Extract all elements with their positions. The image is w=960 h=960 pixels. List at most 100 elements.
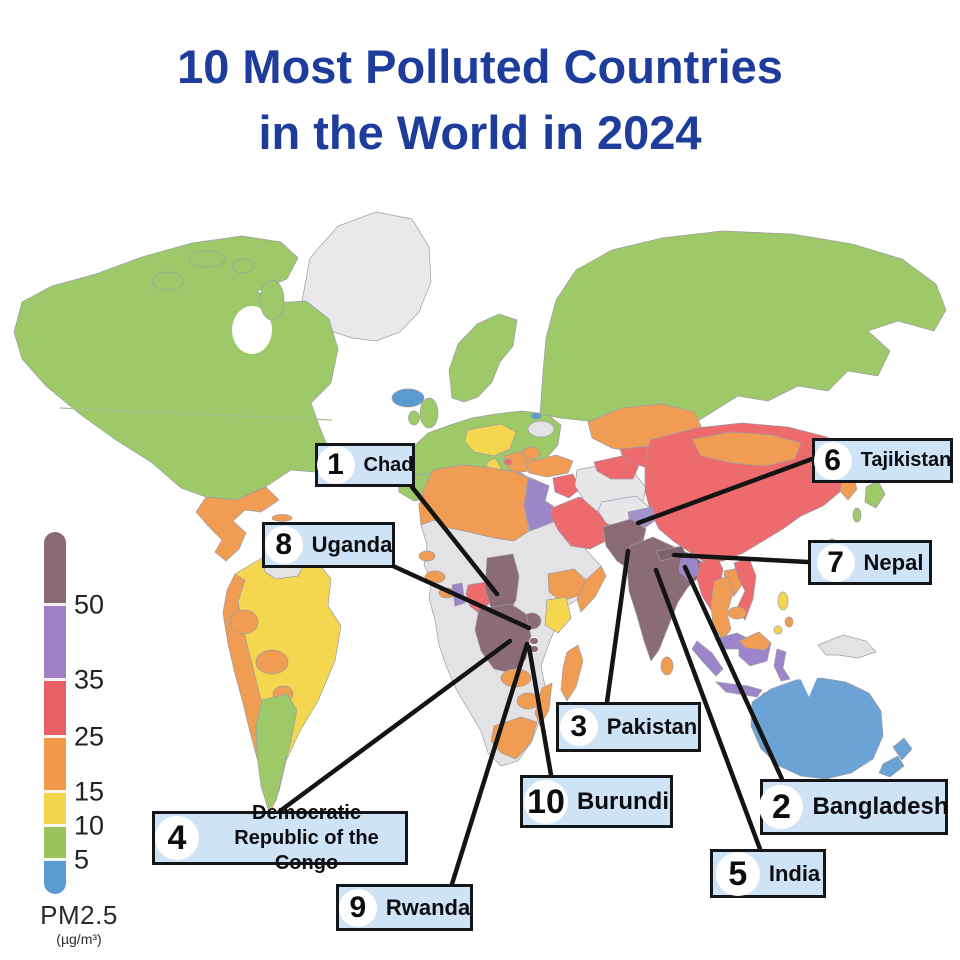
legend-tick-5: 5 [74, 844, 90, 875]
map-carpentaria-gulf [800, 678, 817, 697]
map-rwanda [529, 637, 539, 645]
line-uganda [390, 563, 532, 631]
rank-badge: 9 [338, 888, 377, 927]
rank-badge: 3 [559, 708, 598, 746]
map-new-zealand-north [892, 737, 913, 761]
map-scandinavia [448, 313, 518, 403]
map-philippines-visayas [773, 625, 783, 635]
line-tajikistan [635, 456, 815, 526]
map-philippines-mindanao [784, 616, 794, 628]
callout-uganda: 8 Uganda [262, 522, 395, 568]
callout-tajikistan: 6 Tajikistan [812, 438, 953, 483]
line-nepal [671, 552, 811, 565]
rank-badge: 6 [813, 441, 852, 480]
map-arctic-island [188, 250, 226, 268]
country-label: Tajikistan [860, 449, 952, 471]
legend-segment-red [44, 680, 66, 737]
legend-segment-orange [44, 737, 66, 792]
page-title: 10 Most Polluted Countries in the World … [0, 34, 960, 166]
legend-tick-10: 10 [74, 810, 105, 841]
legend-tick-mark [44, 824, 66, 827]
map-argentina [255, 693, 298, 810]
country-label: Pakistan [606, 714, 698, 739]
map-japan-south [852, 507, 862, 523]
legend-tick-35: 35 [74, 664, 105, 695]
map-kenya [544, 596, 572, 634]
map-philippines-luzon [777, 591, 789, 611]
legend-tick-25: 25 [74, 721, 105, 752]
callout-burundi: 10 Burundi [520, 775, 673, 828]
callout-chad: 1 Chad [315, 443, 415, 487]
country-label: Burundi [577, 787, 669, 815]
map-turkey [525, 454, 574, 478]
map-ireland [408, 410, 420, 426]
legend-tick-mark [44, 603, 66, 606]
country-label: Chad [363, 453, 414, 476]
country-label: Democratic Republic of the Congo [234, 801, 379, 874]
legend-unit-text: (µg/m³) [56, 931, 102, 947]
rank-badge: 10 [524, 779, 568, 824]
country-label: Bangladesh [812, 793, 949, 820]
map-egypt [523, 477, 557, 532]
map-madagascar [560, 644, 584, 702]
map-borneo-north [738, 631, 772, 651]
line-drc [277, 638, 513, 814]
country-label: Nepal [863, 549, 924, 575]
map-romania [521, 446, 541, 460]
map-japan-main [864, 480, 886, 509]
map-peru [229, 609, 259, 635]
legend-tick-mark [44, 858, 66, 861]
map-turkmenistan [593, 455, 641, 480]
map-vietnam [733, 557, 757, 621]
map-russia [539, 230, 947, 432]
map-sri-lanka [660, 656, 674, 676]
map-estonia [530, 412, 542, 420]
legend-segment-blue [44, 860, 66, 894]
map-ethiopia [547, 568, 587, 602]
map-new-guinea [817, 634, 877, 659]
map-north-africa [418, 464, 530, 542]
legend-segment-purple [44, 605, 66, 680]
line-pakistan [604, 548, 631, 705]
callout-bangladesh: 2 Bangladesh [759, 779, 949, 835]
map-arctic-island [151, 271, 185, 291]
map-syria-iraq [552, 473, 581, 499]
callout-india: 5 India [710, 849, 826, 898]
map-mexico-central-america [195, 486, 280, 562]
legend-tick-mark [44, 678, 66, 681]
legend-tick-50: 50 [74, 589, 105, 620]
map-mongolia [691, 431, 802, 467]
callout-nepal: 7 Nepal [808, 540, 932, 585]
map-senegal [418, 550, 436, 562]
legend-segment-yellow [44, 792, 66, 826]
rank-badge: 7 [816, 543, 855, 582]
line-bangladesh [682, 564, 785, 782]
page-title-line2: in the World in 2024 [258, 106, 702, 159]
line-india [653, 567, 763, 852]
map-cambodia [727, 606, 747, 620]
rank-badge: 8 [264, 526, 303, 564]
country-label: Rwanda [385, 894, 471, 920]
page-title-line1: 10 Most Polluted Countries [177, 40, 783, 93]
country-label: Uganda [311, 532, 393, 557]
line-rwanda [449, 641, 530, 887]
map-central-europe [464, 423, 517, 457]
line-chad [409, 484, 500, 597]
legend-segment-mauve [44, 532, 66, 605]
map-somalia [576, 565, 607, 613]
line-burundi [526, 644, 554, 778]
map-arctic-island [231, 258, 255, 274]
map-sumatra [691, 640, 724, 677]
pm25-legend: 50 35 25 15 10 5 PM2.5 (µg/m³) [38, 528, 168, 948]
map-bolivia [255, 649, 289, 675]
callout-lines [277, 456, 815, 887]
map-hudson-bay [232, 306, 272, 354]
legend-title: PM2.5 (µg/m³) [24, 900, 134, 947]
map-uk [419, 397, 439, 429]
legend-segment-green [44, 826, 66, 860]
rank-badge: 4 [155, 816, 199, 860]
map-cuba [271, 514, 293, 522]
legend-tick-mark [44, 735, 66, 738]
